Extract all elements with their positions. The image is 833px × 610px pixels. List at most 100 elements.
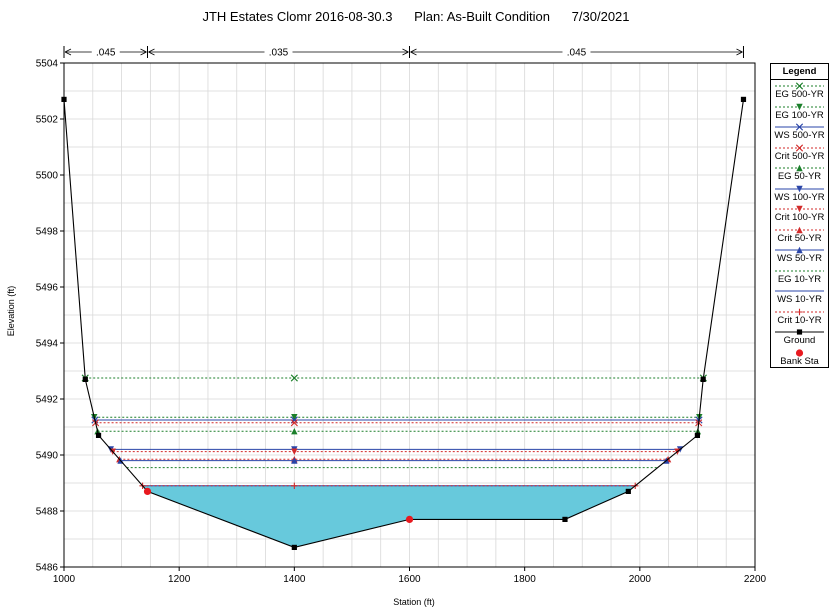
legend-swatch xyxy=(775,270,824,271)
legend-swatch xyxy=(775,185,824,192)
legend-swatch xyxy=(775,103,824,110)
x-tick-label: 1400 xyxy=(283,574,306,585)
y-tick-label: 5502 xyxy=(36,115,59,126)
legend-item: WS 100-YR xyxy=(771,183,828,204)
axes: 1000 1200 1400 1600 1800 2000 2200 5486 5488 5490… xyxy=(36,59,767,586)
y-tick-label: 5492 xyxy=(36,395,59,406)
y-tick-label: 5500 xyxy=(36,171,59,182)
legend-item-label: Bank Sta xyxy=(780,355,819,367)
x-tick-label: 2000 xyxy=(629,574,652,585)
legend-swatch xyxy=(775,308,824,315)
n-value-label: .035 xyxy=(269,48,289,59)
legend-item-label: WS 10-YR xyxy=(777,294,822,305)
legend-item: EG 10-YR xyxy=(771,265,828,286)
legend-item-label: EG 100-YR xyxy=(775,109,824,121)
legend-items: EG 500-YR EG 100-YR WS 500-YR Crit 500-YR EG… xyxy=(771,80,828,367)
profile-marker xyxy=(291,482,298,489)
legend-swatch-marker xyxy=(796,164,803,172)
legend-title: Legend xyxy=(771,64,828,80)
legend-item: WS 500-YR xyxy=(771,121,828,142)
legend-item-label: Crit 50-YR xyxy=(777,232,822,244)
legend-swatch xyxy=(775,82,824,90)
x-tick-label: 1800 xyxy=(514,574,537,585)
legend-swatch-marker xyxy=(796,308,803,315)
ground-polyline xyxy=(63,99,745,548)
legend-item: EG 100-YR xyxy=(771,101,828,122)
n-value-label: .045 xyxy=(567,48,587,59)
y-axis-label: Elevation (ft) xyxy=(6,286,16,337)
ground-line xyxy=(61,96,747,550)
legend-swatch-marker xyxy=(795,348,804,357)
legend-swatch-marker xyxy=(796,329,803,335)
legend-swatch xyxy=(775,290,824,292)
n-bar-arrow xyxy=(148,48,155,56)
legend-swatch xyxy=(775,123,824,131)
legend-item-label: WS 500-YR xyxy=(774,130,825,141)
n-value-label: .045 xyxy=(96,48,116,59)
legend-item: Bank Sta xyxy=(771,347,828,368)
legend-item: EG 50-YR xyxy=(771,162,828,183)
x-axis-label: Station (ft) xyxy=(393,597,435,607)
profile-marker xyxy=(291,428,298,435)
n-bar-arrow xyxy=(410,48,417,56)
water-fill xyxy=(142,485,636,548)
water-fill-area xyxy=(142,485,636,548)
bank-station-point xyxy=(405,515,414,524)
legend-swatch-marker xyxy=(796,226,803,233)
ground-point xyxy=(740,96,747,102)
y-tick-label: 5486 xyxy=(36,563,59,574)
profile-marker xyxy=(291,414,298,421)
legend-item-label: Ground xyxy=(783,335,816,346)
y-tick-label: 5494 xyxy=(36,339,59,350)
x-tick-label: 2200 xyxy=(744,574,767,585)
legend-swatch-marker xyxy=(795,82,804,90)
y-tick-label: 5490 xyxy=(36,451,59,462)
legend-item-label: WS 50-YR xyxy=(777,253,822,264)
legend-swatch xyxy=(775,329,824,335)
y-tick-label: 5496 xyxy=(36,283,59,294)
x-tick-label: 1000 xyxy=(53,574,76,585)
legend-swatch xyxy=(775,205,824,213)
profile-marker xyxy=(290,374,298,382)
profile-marker xyxy=(291,448,298,455)
ground-point xyxy=(291,544,297,550)
legend-swatch-marker xyxy=(795,143,804,152)
legend-item-label: EG 500-YR xyxy=(775,89,824,100)
legend-item: Crit 100-YR xyxy=(771,203,828,224)
y-tick-label: 5504 xyxy=(36,59,59,70)
legend-item: WS 10-YR xyxy=(771,285,828,306)
n-bar-arrow xyxy=(402,48,409,56)
legend-item-label: Crit 500-YR xyxy=(774,150,825,162)
ground-point xyxy=(625,488,631,494)
legend-swatch xyxy=(775,143,824,152)
y-tick-label: 5498 xyxy=(36,227,59,238)
legend-item-label: EG 10-YR xyxy=(777,273,822,285)
legend-item-label: WS 100-YR xyxy=(774,191,825,203)
y-tick-label: 5488 xyxy=(36,507,59,518)
n-bar-arrow xyxy=(736,48,743,56)
ground-point xyxy=(95,432,102,438)
legend-item: Ground xyxy=(771,326,828,347)
legend-item-label: Crit 10-YR xyxy=(777,314,822,326)
legend-swatch-marker xyxy=(796,185,803,192)
legend-item: EG 500-YR xyxy=(771,80,828,101)
ground-point xyxy=(562,516,568,522)
n-bar-arrow xyxy=(64,48,72,56)
legend-swatch-marker xyxy=(796,246,803,254)
ground-point xyxy=(700,376,706,382)
legend-item-label: Crit 100-YR xyxy=(774,212,825,223)
legend-swatch-marker xyxy=(796,205,803,213)
mannings-n-bar: .045 .035 .045 xyxy=(63,46,744,59)
legend: Legend EG 500-YR EG 100-YR WS 500-YR Crit 5… xyxy=(770,63,829,368)
legend-item: WS 50-YR xyxy=(771,244,828,265)
x-tick-label: 1600 xyxy=(398,574,421,585)
chart-title: JTH Estates Clomr 2016-08-30.3 Plan: As-… xyxy=(202,9,629,24)
legend-swatch-marker xyxy=(795,123,804,131)
legend-item: Crit 500-YR xyxy=(771,142,828,163)
legend-item-label: EG 50-YR xyxy=(777,171,822,182)
legend-item: Crit 10-YR xyxy=(771,306,828,327)
legend-swatch-marker xyxy=(796,103,803,110)
legend-swatch xyxy=(775,226,824,233)
